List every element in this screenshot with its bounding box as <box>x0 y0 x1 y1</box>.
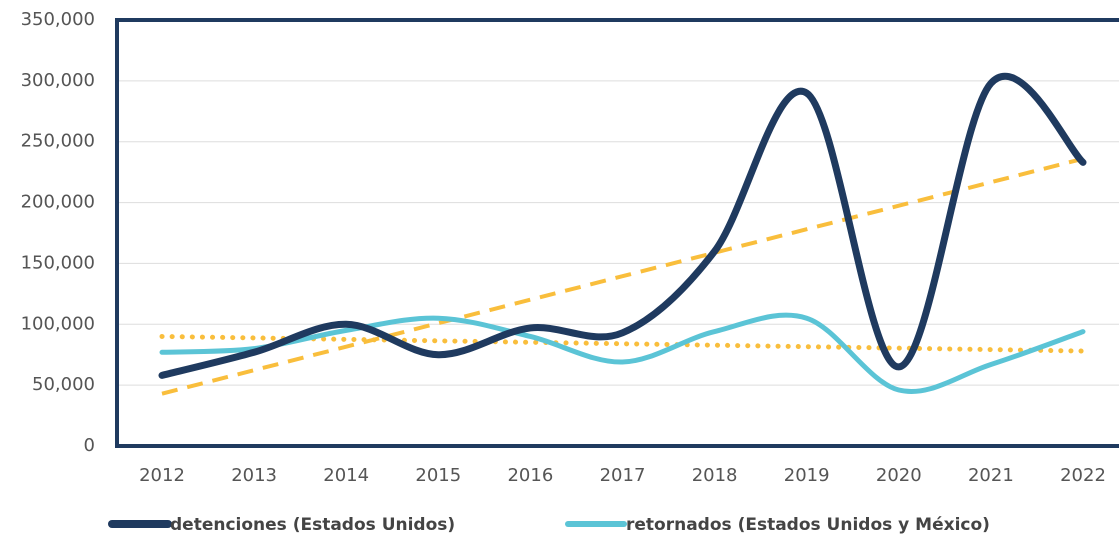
x-tick-label: 2020 <box>876 465 922 486</box>
x-tick-label: 2022 <box>1060 465 1106 486</box>
y-tick-label: 300,000 <box>21 70 95 91</box>
y-tick-label: 50,000 <box>32 374 95 395</box>
x-tick-label: 2016 <box>507 465 553 486</box>
x-tick-label: 2021 <box>968 465 1014 486</box>
x-tick-label: 2015 <box>415 465 461 486</box>
legend-label: detenciones (Estados Unidos) <box>170 515 455 535</box>
y-tick-label: 0 <box>84 435 95 456</box>
legend-label: retornados (Estados Unidos y México) <box>626 515 990 535</box>
y-tick-label: 150,000 <box>21 252 95 273</box>
x-tick-label: 2013 <box>231 465 277 486</box>
y-tick-label: 350,000 <box>21 9 95 30</box>
x-tick-label: 2014 <box>323 465 369 486</box>
y-tick-label: 250,000 <box>21 131 95 152</box>
series-line <box>159 312 1086 394</box>
plot-frame <box>115 18 1119 448</box>
x-tick-label: 2019 <box>784 465 830 486</box>
series-line <box>158 72 1087 379</box>
y-tick-label: 200,000 <box>21 192 95 213</box>
x-tick-label: 2017 <box>600 465 646 486</box>
y-tick-label: 100,000 <box>21 313 95 334</box>
x-tick-label: 2012 <box>139 465 185 486</box>
x-tick-label: 2018 <box>692 465 738 486</box>
series-line <box>161 156 1084 396</box>
